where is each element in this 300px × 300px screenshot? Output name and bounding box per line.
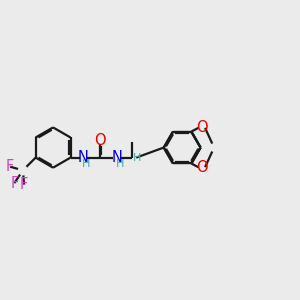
Text: N: N bbox=[78, 150, 89, 165]
Text: O: O bbox=[196, 160, 208, 175]
Text: F: F bbox=[20, 177, 28, 192]
Text: N: N bbox=[111, 150, 122, 165]
Circle shape bbox=[210, 144, 218, 151]
Text: H: H bbox=[82, 159, 90, 169]
Text: H: H bbox=[133, 153, 141, 163]
Circle shape bbox=[19, 166, 27, 175]
Text: F: F bbox=[10, 176, 18, 190]
Text: F: F bbox=[6, 159, 14, 174]
Text: O: O bbox=[196, 120, 208, 135]
Text: O: O bbox=[94, 134, 106, 148]
Text: H: H bbox=[116, 159, 124, 169]
